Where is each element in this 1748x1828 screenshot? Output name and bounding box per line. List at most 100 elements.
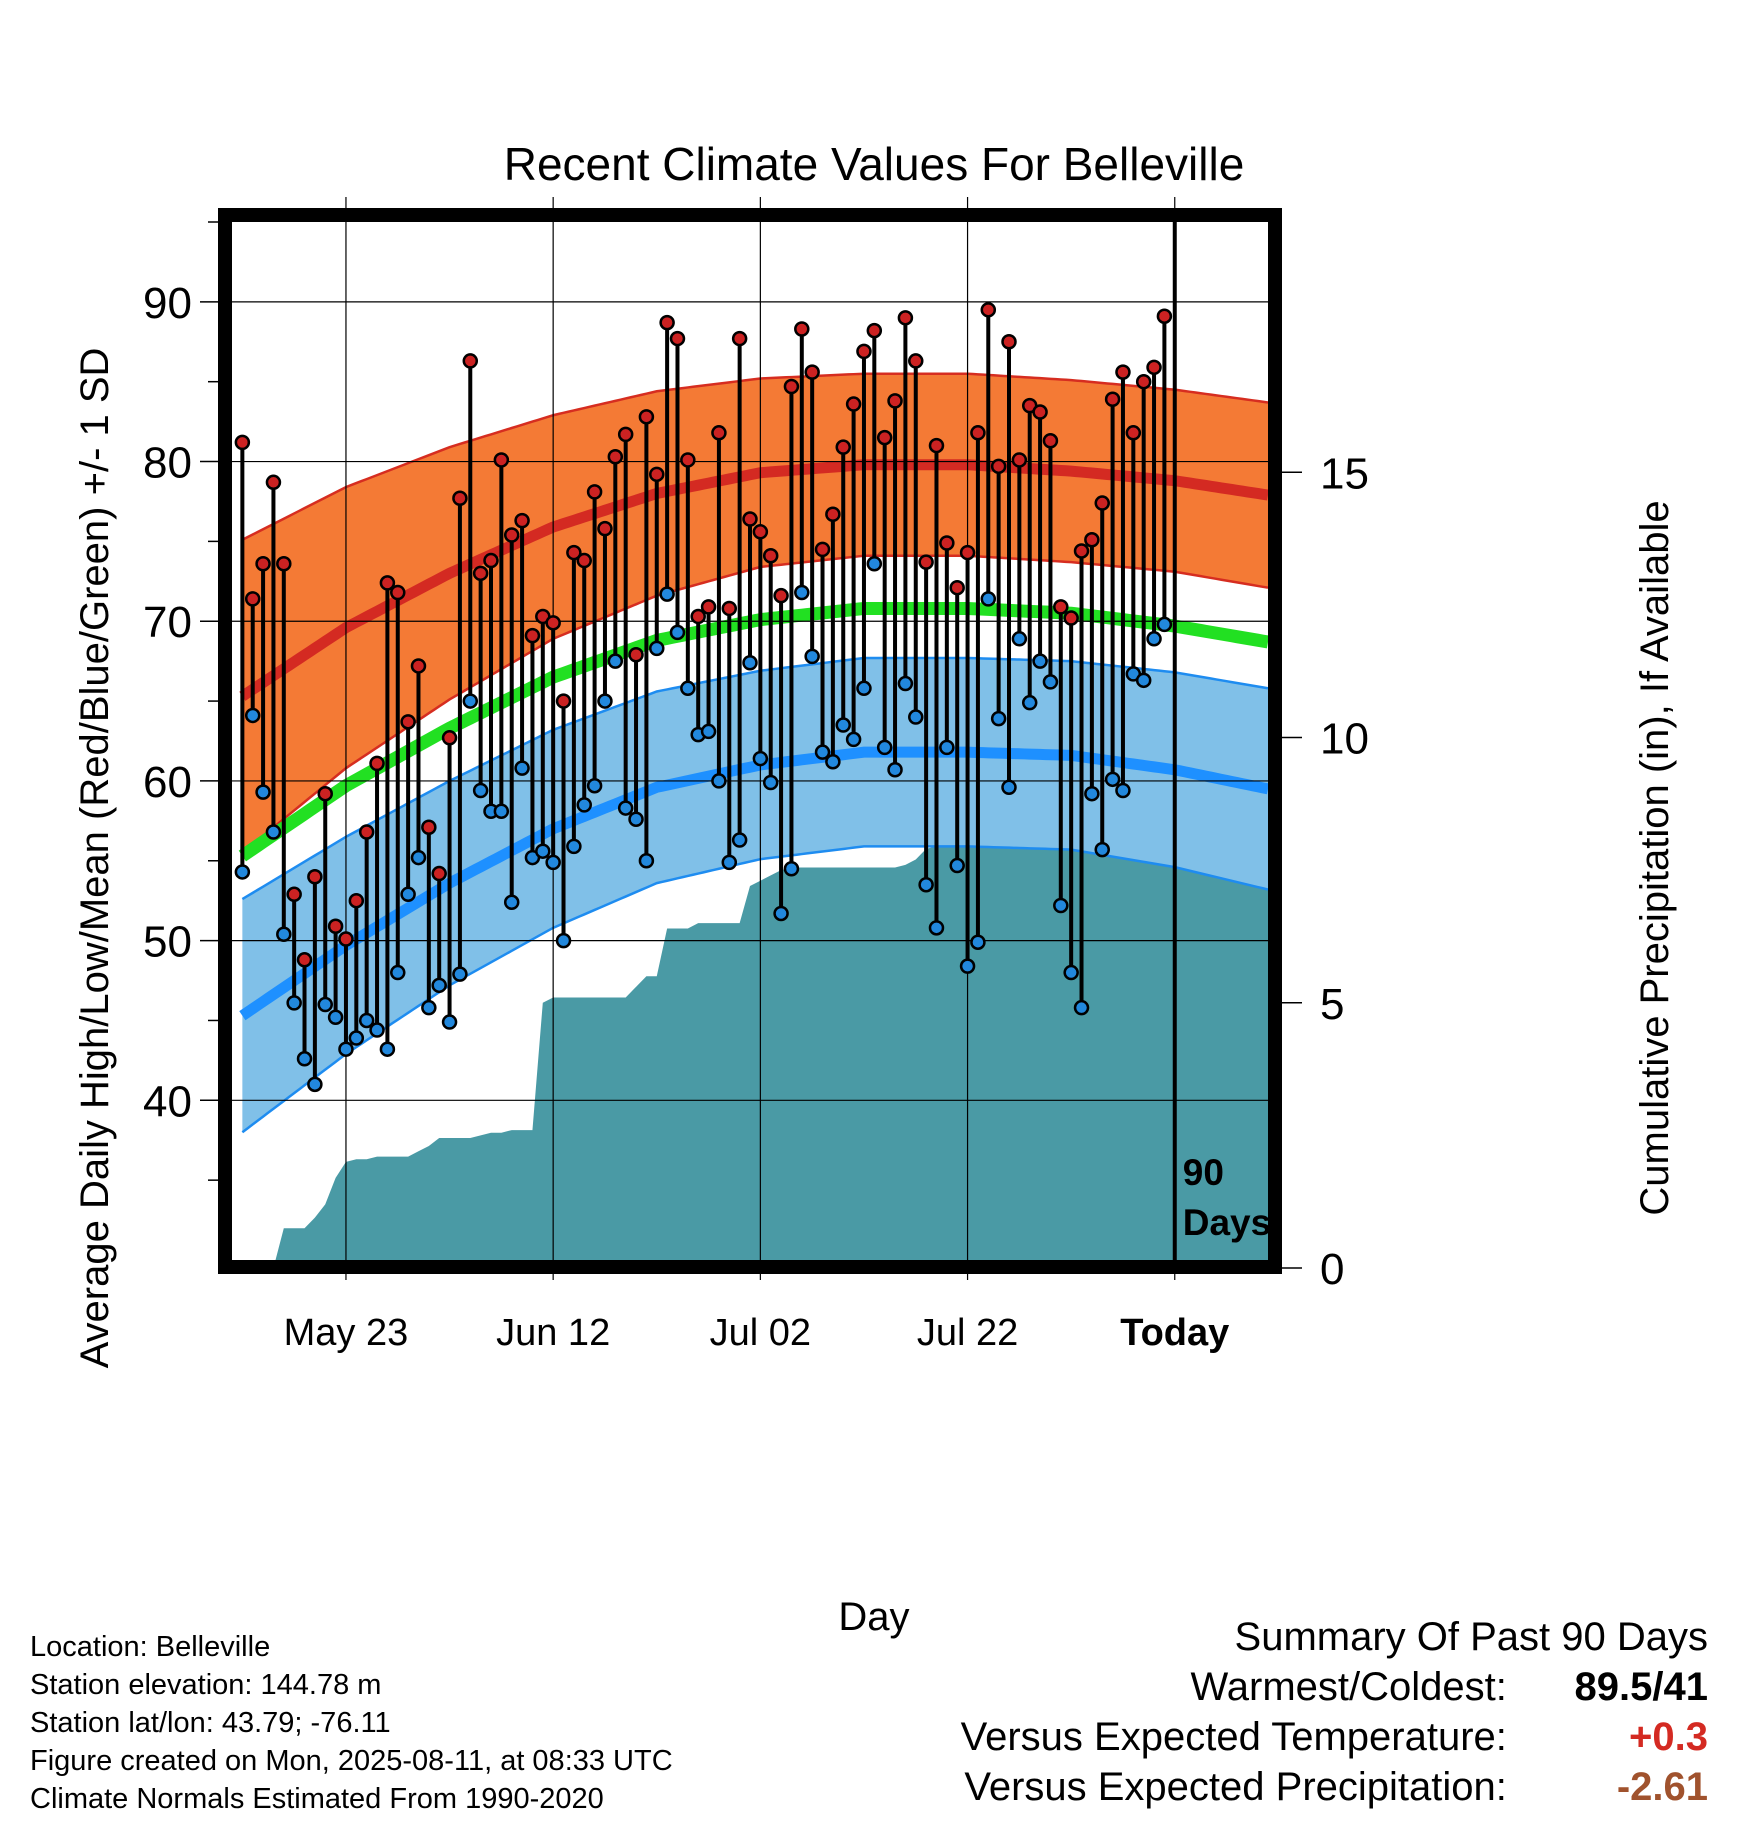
daily-high-point <box>296 952 313 968</box>
daily-high-point <box>794 321 810 337</box>
daily-low-point <box>887 761 903 778</box>
daily-low-point <box>545 854 561 871</box>
daily-low-point <box>276 926 292 942</box>
daily-low-point <box>286 995 302 1011</box>
daily-high-point <box>731 330 748 347</box>
days-label-word: Days <box>1183 1202 1271 1243</box>
location-text: Location: Belleville <box>30 1631 271 1663</box>
daily-high-point <box>949 579 965 596</box>
daily-high-point <box>669 330 686 347</box>
y-tick-label: 50 <box>143 918 192 967</box>
y2-tick-label: 10 <box>1320 715 1369 764</box>
daily-high-point <box>431 865 447 882</box>
daily-high-point <box>452 490 468 507</box>
daily-low-point <box>338 1041 354 1057</box>
daily-low-point <box>1094 841 1110 858</box>
daily-low-point <box>1063 964 1079 981</box>
warm-cold-value: 89.5/41 <box>1574 1665 1708 1709</box>
daily-low-point <box>400 886 416 903</box>
daily-low-point <box>379 1041 396 1057</box>
daily-low-point <box>1156 616 1173 633</box>
daily-low-point <box>659 586 675 602</box>
daily-high-point <box>1094 495 1110 511</box>
daily-high-point <box>369 755 385 772</box>
daily-low-point <box>472 782 489 799</box>
daily-low-point <box>721 854 738 871</box>
plot-frame <box>218 208 1282 1274</box>
daily-high-point <box>327 918 344 934</box>
days-label-number: 90 <box>1183 1152 1224 1193</box>
daily-low-point <box>1011 631 1028 647</box>
daily-high-point <box>1156 308 1173 324</box>
daily-low-point <box>586 777 603 794</box>
daily-low-point <box>762 774 779 791</box>
x-tick-label: Jul 22 <box>917 1312 1018 1354</box>
daily-high-point <box>307 868 323 885</box>
daily-high-point <box>545 615 561 631</box>
daily-high-point <box>555 693 572 709</box>
daily-high-point <box>773 587 789 604</box>
daily-low-point <box>752 750 769 767</box>
daily-low-point <box>390 964 406 981</box>
daily-high-point <box>835 439 851 455</box>
daily-low-point <box>617 800 634 816</box>
daily-low-point <box>462 693 479 709</box>
daily-high-point <box>628 647 644 663</box>
daily-high-point <box>680 452 696 468</box>
chart-title: Recent Climate Values For Belleville <box>504 138 1245 190</box>
daily-low-point <box>669 624 686 641</box>
daily-high-point <box>939 535 955 551</box>
daily-low-point <box>244 707 261 724</box>
x-axis-label: Day <box>838 1595 909 1639</box>
low-sd-band-upper-edge <box>241 656 1268 901</box>
plot-area: 40 50 60 70 80 90 0 5 10 15 May 23 Jun 12 Jul 02 Jul … <box>143 197 1369 1354</box>
daily-low-point <box>928 920 945 936</box>
daily-high-point <box>348 892 365 909</box>
daily-low-point <box>876 739 893 756</box>
daily-high-point <box>566 544 582 561</box>
daily-low-point <box>1104 771 1121 788</box>
daily-high-point <box>845 396 862 412</box>
daily-low-point <box>358 1012 375 1029</box>
daily-high-point <box>586 484 603 500</box>
daily-high-point <box>783 378 800 395</box>
y2-axis-label: Cumulative Precipitation (in), If Availa… <box>1633 500 1677 1215</box>
daily-high-point <box>856 343 872 360</box>
elevation-text: Station elevation: 144.78 m <box>30 1669 382 1701</box>
daily-low-point <box>576 797 592 813</box>
daily-high-point <box>1011 452 1028 468</box>
daily-high-point <box>317 785 333 802</box>
daily-high-point <box>617 426 634 443</box>
station-info: Location: Belleville Station elevation: … <box>30 1628 673 1818</box>
precip-area <box>275 787 1268 1260</box>
y2-tick-label: 5 <box>1320 980 1344 1029</box>
daily-low-point <box>804 648 820 665</box>
daily-high-point <box>462 353 479 369</box>
temp-anomaly-label: Versus Expected Temperature: <box>960 1715 1507 1759</box>
daily-low-point <box>908 709 924 725</box>
daily-high-point <box>597 520 613 537</box>
daily-high-point <box>1053 599 1069 615</box>
summary-title: Summary Of Past 90 Days <box>1234 1615 1708 1659</box>
high-sd-band <box>242 373 1268 853</box>
y-tick-label: 40 <box>143 1077 192 1126</box>
daily-high-point <box>752 524 769 540</box>
daily-high-point <box>1146 359 1162 376</box>
daily-high-point <box>814 541 831 558</box>
daily-high-point <box>690 608 706 625</box>
daily-low-point <box>970 934 986 950</box>
summary-precip-row: Versus Expected Precipitation: -2.61 <box>961 1762 1708 1812</box>
daily-high-point <box>1104 391 1121 408</box>
y2-tick-label: 0 <box>1320 1245 1344 1294</box>
daily-high-point <box>390 584 406 601</box>
daily-high-point <box>721 600 738 617</box>
daily-high-point <box>959 544 976 561</box>
daily-high-point <box>286 886 302 903</box>
daily-low-point <box>1053 897 1069 914</box>
daily-low-point <box>234 864 251 880</box>
daily-low-point <box>866 555 883 572</box>
daily-low-point <box>514 760 530 776</box>
daily-high-point <box>659 314 675 331</box>
daily-low-point <box>638 853 655 869</box>
